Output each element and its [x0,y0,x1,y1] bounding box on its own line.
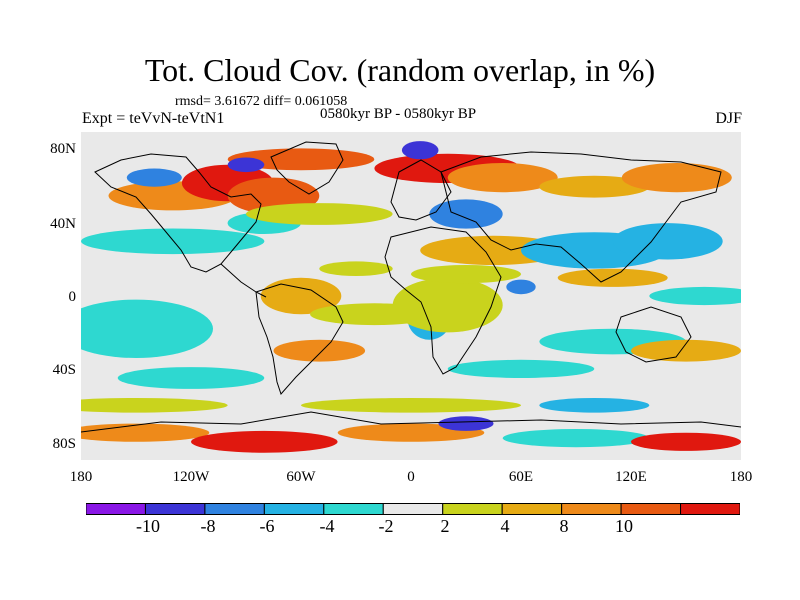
lon-label: 120W [172,469,210,485]
anomaly-patch [438,416,494,431]
anomaly-patch [81,299,213,358]
anomaly-patch [612,223,723,260]
lon-label: 180 [69,469,93,485]
colorbar-label: -6 [259,516,275,536]
anomaly-patch [411,265,521,284]
anomaly-patch [117,367,265,389]
anomaly-patch [227,157,265,173]
antarctica-coast [81,411,741,433]
colorbar-swatch [204,503,265,515]
anomaly-patch [392,277,503,333]
lat-label: 0 [68,289,77,305]
colorbar-swatches [86,503,740,515]
colorbar-swatch [501,503,563,515]
anomaly-patch [649,286,741,306]
anomaly-patch [126,168,182,187]
greenland-coast [270,141,344,195]
anomaly-fields [81,141,741,453]
colorbar-swatch [561,503,622,515]
stats-text: rmsd= 3.61672 diff= 0.061058 [175,94,348,109]
colorbar-label: 10 [615,516,633,536]
lon-label: 0 [407,469,415,485]
lat-label: 40S [52,362,76,378]
colorbar-swatch [263,503,325,515]
anomaly-patch [227,148,375,171]
colorbar-label: -8 [200,516,216,536]
anomaly-patch [506,279,536,295]
colorbar-swatch [680,503,740,515]
lon-label: 120E [615,469,647,485]
colorbar-label: 8 [559,516,569,536]
colorbar-swatch [382,503,444,515]
colorbar-label: 2 [440,516,450,536]
colorbar-label: -10 [136,516,160,536]
central-america-coast [220,263,267,298]
colorbar-swatch [620,503,682,515]
anomaly-patch [539,398,650,413]
colorbar-swatch [86,503,146,515]
lon-label: 60W [286,469,316,485]
anomaly-patch [502,429,650,448]
south-america-coast [255,283,344,395]
colorbar-label: -4 [319,516,335,536]
colorbar-swatch [323,503,384,515]
anomaly-patch [401,141,439,160]
africa-coast [384,226,502,375]
north-america-coast [94,153,262,273]
season-label: DJF [715,110,742,127]
plot-title: Tot. Cloud Cov. (random overlap, in %) [144,52,656,88]
anomaly-patch [621,163,732,193]
anomaly-patch [631,339,741,362]
anomaly-patch [301,398,521,413]
coastlines [81,141,741,433]
asia-coast [440,151,722,283]
anomaly-patch [260,277,342,315]
experiment-label: Expt = teVvN-teVtN1 [82,110,225,127]
colorbar [86,503,740,515]
period-label: 0580kyr BP - 0580kyr BP [320,106,477,122]
colorbar-label: -2 [378,516,394,536]
anomaly-patch [631,432,741,451]
anomaly-patch [81,398,228,413]
colorbar-swatch [442,503,503,515]
anomaly-patch [81,228,265,255]
anomaly-patch [246,203,393,225]
lon-label: 180 [729,469,753,485]
lon-label: 60E [508,469,534,485]
europe-coast [390,159,452,221]
anomaly-patch [429,199,503,229]
anomaly-patch [539,175,650,198]
colorbar-label: 4 [500,516,510,536]
lat-label: 80S [52,436,76,452]
cloud-cover-map [81,132,741,460]
anomaly-patch [447,163,558,193]
anomaly-patch [191,430,338,453]
lat-label: 40N [50,216,76,232]
lat-label: 80N [50,141,76,157]
colorbar-swatch [144,503,206,515]
anomaly-patch [319,261,393,276]
anomaly-patch [557,268,668,287]
anomaly-patch [273,339,366,362]
anomaly-patch [447,359,595,378]
australia-coast [615,306,692,363]
